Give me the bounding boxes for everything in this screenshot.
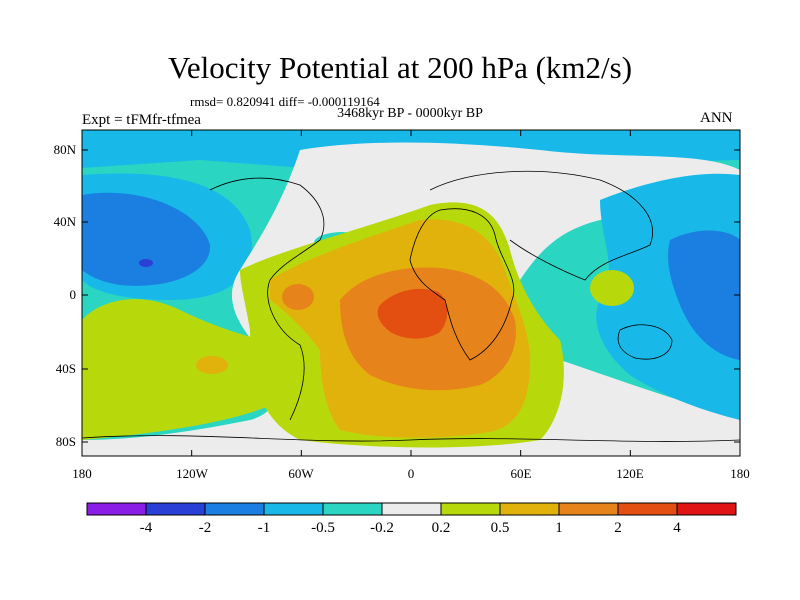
colorbar-label: -4: [139, 520, 153, 536]
season-label: ANN: [700, 110, 733, 126]
chart-title: Velocity Potential at 200 hPa (km2/s): [167, 50, 633, 85]
lon-tick-label: 60E: [510, 466, 532, 481]
colorbar-swatch: [617, 502, 678, 516]
colorbar-label: 0.2: [431, 520, 451, 536]
lon-tick-label: 120E: [616, 466, 644, 481]
lat-tick-label: 40S: [55, 361, 76, 376]
lon-tick-label: 120W: [176, 466, 208, 481]
coastlines: [82, 170, 740, 442]
field-region-south-pos: [82, 299, 307, 440]
colorbar-label: -1: [257, 520, 271, 536]
colorbar-swatch: [440, 502, 501, 516]
colorbar-swatch: [381, 502, 442, 516]
field-region-pacific-neg2: [82, 192, 211, 286]
colorbar-swatch: [499, 502, 560, 516]
colorbar-swatch: [558, 502, 619, 516]
colorbar-swatch: [263, 502, 324, 516]
colorbar-swatch: [676, 502, 737, 516]
coastline-africa: [409, 208, 515, 361]
lat-tick-label: 0: [69, 287, 77, 302]
period-label: 3468kyr BP - 0000kyr BP: [337, 106, 483, 121]
field-region-brazil-pos3: [282, 284, 314, 310]
colorbar-label: 2: [614, 520, 622, 536]
experiment-label: Expt = tFMfr-tfmea: [82, 112, 201, 128]
lat-tick-label: 80N: [53, 142, 76, 157]
coastline-antarctica: [82, 435, 740, 442]
lon-tick-label: 60W: [288, 466, 314, 481]
field-region-south-pos2: [196, 356, 228, 374]
lon-tick-label: 180: [72, 466, 92, 481]
coastline-eurasia: [429, 170, 653, 281]
stats-line: rmsd= 0.820941 diff= -0.000119164: [190, 94, 380, 109]
lon-tick-label: 0: [407, 466, 415, 481]
colorbar-swatch: [322, 502, 383, 516]
coastline-australia: [617, 324, 673, 360]
velocity-potential-field: [82, 130, 740, 456]
colorbar-label: 1: [555, 520, 563, 536]
lon-tick-label: 180: [730, 466, 750, 481]
field-region-pacific-min: [139, 259, 153, 267]
colorbar-label: -0.2: [370, 520, 394, 536]
colorbar-swatch: [145, 502, 206, 516]
colorbar-swatch: [204, 502, 265, 516]
colorbar-label: -2: [198, 520, 212, 536]
lat-tick-label: 40N: [53, 214, 76, 229]
field-region-east-neg2: [668, 230, 740, 360]
colorbar-label: -0.5: [311, 520, 335, 536]
colorbar-label: 4: [673, 520, 681, 536]
colorbar-swatch: [86, 502, 147, 516]
field-region-max: [377, 288, 448, 339]
lat-tick-label: 80S: [55, 434, 76, 449]
coastline-americas: [209, 177, 325, 421]
axis-ticks: [81, 130, 741, 456]
field-region-maritime-pos: [590, 270, 634, 306]
colorbar: [86, 502, 737, 516]
colorbar-label: 0.5: [490, 520, 510, 536]
